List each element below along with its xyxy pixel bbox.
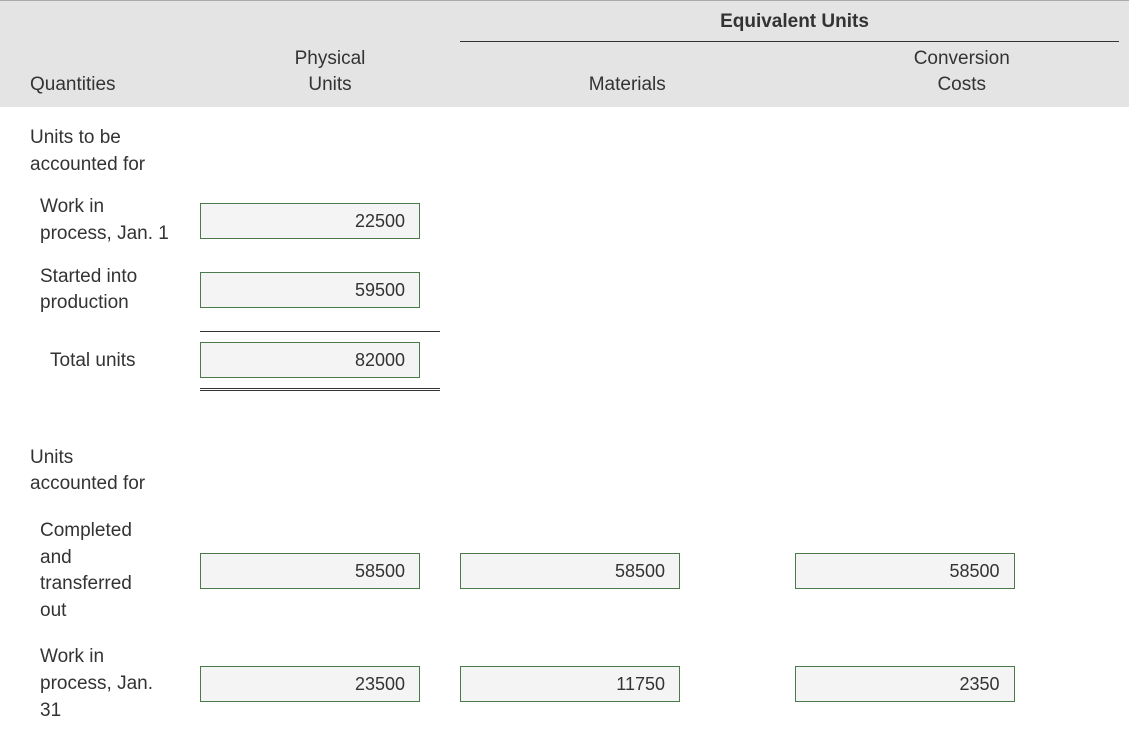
conversion-costs-header: Conversion Costs [795,42,1129,107]
physical-units-header: Physical Units [200,42,460,107]
quantities-header: Quantities [0,42,200,107]
hdr-blank-2 [200,1,460,43]
input-total-units-physical[interactable]: 82000 [200,342,420,378]
hdr-blank-1 [0,1,200,43]
label-wip-jan1: Work in process, Jan. 1 [0,186,200,255]
label-wip-jan31: Work in process, Jan. 31 [0,636,200,732]
input-completed-physical[interactable]: 58500 [200,553,420,589]
label-total-units: Total units [0,325,200,397]
materials-header: Materials [460,42,795,107]
process-costing-table: Equivalent Units Quantities Physical Uni… [0,0,1129,732]
section-units-accounted: Units accounted for [0,427,1129,506]
input-started-physical[interactable]: 59500 [200,272,420,308]
input-wip-jan1-physical[interactable]: 22500 [200,203,420,239]
label-completed: Completed and transferred out [0,506,200,636]
input-wip-jan31-conversion[interactable]: 2350 [795,666,1015,702]
input-wip-jan31-materials[interactable]: 11750 [460,666,680,702]
input-wip-jan31-physical[interactable]: 23500 [200,666,420,702]
section-units-to-account: Units to be accounted for [0,107,1129,186]
label-started: Started into production [0,256,200,325]
input-completed-conversion[interactable]: 58500 [795,553,1015,589]
input-completed-materials[interactable]: 58500 [460,553,680,589]
equivalent-units-header: Equivalent Units [460,1,1129,43]
